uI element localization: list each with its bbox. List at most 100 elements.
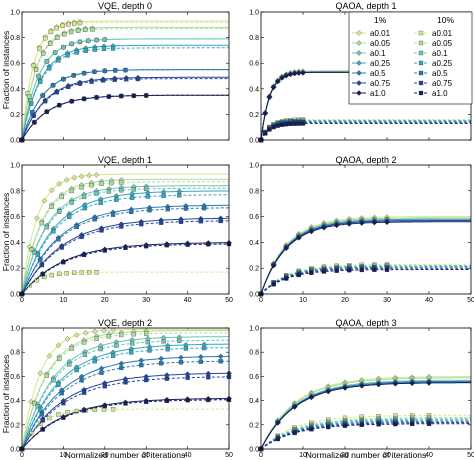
legend-marker-10pct (418, 80, 424, 86)
data-point-10pct (102, 384, 107, 389)
legend-label-10pct: a0.75 (432, 79, 453, 88)
data-point-10pct (38, 406, 43, 412)
data-point-10pct (65, 410, 70, 415)
data-point-10pct (69, 200, 74, 205)
y-tick-label: 0.6 (249, 374, 259, 381)
data-point-10pct (129, 341, 135, 346)
series-line-10pct-3 (21, 194, 229, 295)
data-point-10pct (40, 418, 45, 423)
x-tick-label: 40 (425, 452, 433, 459)
y-tick-label: 1.0 (249, 10, 259, 17)
series-line-1pct-6 (21, 94, 229, 141)
data-point-10pct (94, 270, 99, 275)
data-point-10pct (40, 93, 45, 98)
legend-marker-10pct (418, 40, 424, 46)
data-point-10pct (165, 207, 170, 212)
y-tick-label: 0.4 (10, 240, 20, 247)
data-point-10pct (44, 109, 49, 114)
legend-label-1pct: a1.0 (370, 89, 386, 98)
legend-label-10pct: a0.05 (432, 39, 453, 48)
data-point-10pct (81, 390, 87, 395)
data-point-10pct (410, 421, 415, 427)
data-point-10pct (129, 195, 135, 200)
series-line-10pct-5 (21, 220, 229, 295)
data-point-10pct (39, 220, 45, 226)
data-point-10pct (57, 356, 62, 361)
series-line-10pct-5 (21, 376, 229, 450)
data-point-10pct (144, 244, 149, 249)
data-point-10pct (139, 362, 144, 368)
panel-qaoa-depth-3: QAOA, depth 3 Normalized number of itera… (249, 318, 474, 460)
x-tick-label: 30 (142, 297, 150, 304)
series-line-10pct-0 (21, 271, 229, 295)
series-line-1pct-4 (21, 355, 230, 450)
y-tick-label: 0.6 (10, 374, 20, 381)
data-point-10pct (275, 436, 280, 442)
data-point-10pct (94, 336, 99, 341)
y-tick-label: 0.4 (10, 398, 20, 405)
data-point-10pct (77, 81, 83, 86)
data-point-10pct (47, 415, 52, 421)
data-point-10pct (38, 79, 43, 84)
series-line-10pct-4 (260, 420, 471, 450)
x-tick-label: 40 (425, 297, 433, 304)
panel-vqe-depth-0: VQE, depth 0 0.0 0.2 0.4 0.6 0.8 1.0 (10, 1, 230, 145)
data-point-1pct (37, 370, 44, 377)
data-point-1pct (71, 174, 77, 181)
data-point-10pct (40, 51, 46, 56)
data-point-10pct (158, 361, 164, 366)
data-point-10pct (119, 93, 124, 99)
data-point-10pct (44, 59, 49, 64)
data-point-10pct (102, 403, 107, 409)
data-point-10pct (161, 339, 166, 344)
y-tick-label: 0.2 (249, 112, 259, 119)
data-point-10pct (94, 191, 99, 196)
data-point-10pct (102, 37, 107, 42)
x-tick-label: 0 (20, 297, 24, 304)
legend-label-10pct: a1.0 (432, 89, 448, 98)
y-tick-label: 0.4 (249, 86, 259, 93)
data-point-10pct (110, 46, 116, 51)
series-line-1pct-3 (260, 218, 471, 295)
data-point-1pct (295, 70, 302, 76)
data-point-10pct (426, 421, 432, 426)
series-line-10pct-1 (21, 332, 229, 450)
y-tick-label: 0.8 (249, 35, 259, 42)
data-point-10pct (178, 360, 184, 365)
legend-marker-1pct (356, 80, 362, 86)
series-line-1pct-1 (21, 329, 230, 450)
x-tick-label: 30 (383, 297, 391, 304)
data-point-10pct (183, 346, 189, 351)
data-point-10pct (76, 28, 81, 33)
x-tick-label: 0 (259, 452, 263, 459)
x-tick-label: 10 (299, 297, 307, 304)
data-point-10pct (359, 267, 364, 273)
x-axis-label: Normalized number of iterations (65, 450, 185, 460)
data-point-10pct (56, 237, 61, 242)
data-point-10pct (66, 22, 71, 27)
data-point-1pct (178, 354, 184, 361)
y-tick-label: 1.0 (10, 10, 20, 17)
data-point-10pct (33, 67, 39, 72)
data-point-1pct (64, 336, 71, 342)
y-tick-label: 0.2 (10, 422, 20, 429)
data-point-10pct (296, 272, 301, 278)
data-point-10pct (109, 180, 114, 186)
data-point-1pct (358, 382, 365, 389)
y-tick-label: 1.0 (249, 163, 259, 170)
data-point-10pct (61, 45, 66, 50)
y-tick-label: 0.6 (10, 214, 20, 221)
data-point-10pct (218, 218, 223, 224)
data-point-10pct (267, 127, 272, 132)
x-tick-label: 50 (225, 452, 233, 459)
data-point-10pct (56, 412, 61, 417)
data-point-10pct (292, 430, 297, 436)
data-point-10pct (31, 113, 36, 118)
series-line-10pct-1 (21, 181, 229, 295)
y-tick-label: 0.4 (249, 398, 259, 405)
y-tick-label: 0.0 (10, 447, 20, 454)
data-point-10pct (119, 332, 124, 338)
series-line-1pct-2 (21, 185, 229, 295)
data-point-10pct (59, 391, 64, 396)
data-point-10pct (284, 276, 289, 281)
